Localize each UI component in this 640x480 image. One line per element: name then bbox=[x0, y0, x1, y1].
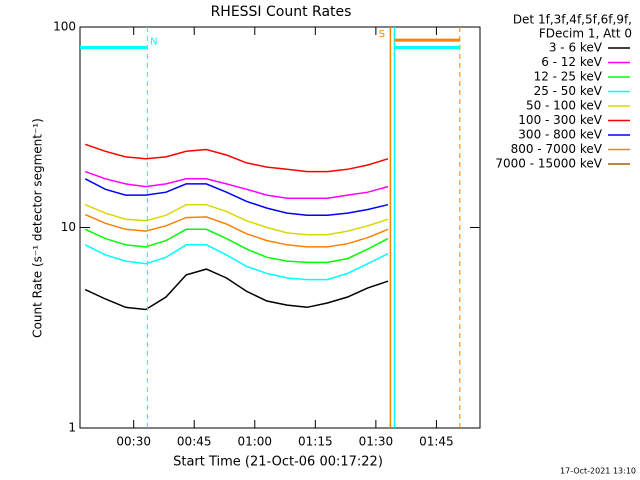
chart-title: RHESSI Count Rates bbox=[211, 4, 352, 20]
x-tick-label: 01:00 bbox=[237, 435, 272, 449]
legend-header: FDecim 1, Att 0 bbox=[539, 27, 632, 41]
x-tick-label: 01:15 bbox=[298, 435, 333, 449]
x-axis-label: Start Time (21-Oct-06 00:17:22) bbox=[173, 455, 383, 470]
series-line bbox=[84, 213, 389, 248]
legend-label: 25 - 50 keV bbox=[534, 84, 603, 98]
series-line bbox=[84, 143, 389, 173]
annotation: N bbox=[150, 37, 157, 48]
x-tick-label: 00:45 bbox=[177, 435, 212, 449]
legend-label: 6 - 12 keV bbox=[541, 55, 603, 69]
y-axis-label: Count Rate (s⁻¹ detector segment⁻¹) bbox=[31, 118, 45, 338]
legend-header: Det 1f,3f,4f,5f,6f,9f, bbox=[513, 13, 632, 27]
timestamp: 17-Oct-2021 13:10 bbox=[560, 467, 636, 476]
legend-label: 300 - 800 keV bbox=[518, 128, 602, 142]
series-line bbox=[84, 203, 389, 236]
legend-label: 100 - 300 keV bbox=[518, 113, 602, 127]
legend-label: 7000 - 15000 keV bbox=[495, 157, 602, 171]
series-line bbox=[84, 228, 389, 264]
x-tick-label: 00:30 bbox=[116, 435, 151, 449]
legend-label: 800 - 7000 keV bbox=[511, 142, 603, 156]
series-line bbox=[84, 178, 389, 217]
legend-label: 50 - 100 keV bbox=[526, 99, 603, 113]
x-tick-label: 01:45 bbox=[419, 435, 454, 449]
series-line bbox=[84, 244, 389, 281]
plot-frame bbox=[79, 26, 481, 429]
annotation: S bbox=[379, 29, 385, 40]
y-tick-label: 1 bbox=[68, 421, 76, 435]
y-tick-label: 100 bbox=[53, 20, 76, 34]
x-tick-label: 01:30 bbox=[359, 435, 394, 449]
series-line bbox=[84, 170, 389, 199]
legend-label: 12 - 25 keV bbox=[534, 70, 603, 84]
y-tick-label: 10 bbox=[61, 220, 76, 234]
series-line bbox=[84, 268, 389, 311]
legend-label: 3 - 6 keV bbox=[549, 41, 603, 55]
